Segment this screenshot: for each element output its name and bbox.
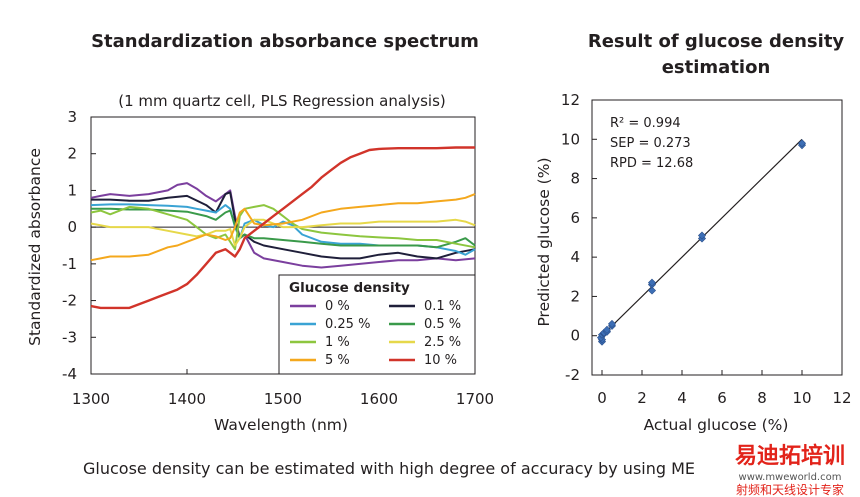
spectrum-series [90,146,476,310]
x-tick-label: 1500 [264,390,302,408]
data-point [607,319,617,328]
spectrum-ylabel: Standardized absorbance [26,148,44,346]
legend-label-7: 10 % [424,353,457,368]
spectrum-legend: Glucose density 0 % 0.1 % 0.25 % 0.5 % 1 % 2.… [278,274,476,375]
y-tick-label: -3 [62,328,77,346]
data-point [797,139,807,148]
series-line-6 [90,193,476,262]
legend-label-0: 0 % [325,299,350,314]
estimation-chart: Result of glucose density estimation Pre… [535,31,852,434]
x-tick-label: 8 [757,389,767,407]
spectrum-xlabel: Wavelength (nm) [214,416,348,434]
series-line-2 [90,203,476,256]
series-line-7 [90,146,475,310]
watermark-subtitle: 射频和天线设计专家 [736,482,844,497]
y-tick-label: -2 [62,292,77,310]
estimation-title-line-2: estimation [662,57,771,78]
y-tick-label: 2 [67,145,77,163]
estimation-points [596,139,807,346]
y-tick-label: 3 [67,108,77,126]
spectrum-y-ticks: 3 2 1 0 -1 -2 -3 -4 [62,108,96,383]
legend-label-1: 0.1 % [424,299,461,314]
y-tick-label: 0 [67,218,77,236]
x-tick-label: 1400 [168,390,206,408]
y-tick-label: 1 [67,181,77,199]
spectrum-chart: Standardization absorbance spectrum (1 m… [26,31,494,434]
watermark-url: www.mweworld.com [739,472,842,483]
y-tick-label: 8 [570,170,580,188]
estimation-y-ticks: 12 10 8 6 4 2 0 -2 [561,91,597,384]
legend-label-2: 0.25 % [325,317,370,332]
x-tick-label: 10 [792,389,811,407]
data-point [647,286,657,295]
legend-label-4: 1 % [325,335,350,350]
x-tick-label: 1600 [360,390,398,408]
watermark-backdrop [700,442,860,497]
legend-label-5: 2.5 % [424,335,461,350]
y-tick-label: 0 [570,327,580,345]
figure-caption: Glucose density can be estimated with hi… [83,459,695,478]
x-tick-label: 4 [677,389,687,407]
legend-label-3: 0.5 % [424,317,461,332]
stat-rpd: RPD = 12.68 [610,156,693,171]
series-line-1 [91,191,476,260]
data-point [602,325,612,334]
spectrum-subtitle: (1 mm quartz cell, PLS Regression analys… [118,92,446,110]
x-tick-label: 12 [832,389,851,407]
estimation-xlabel: Actual glucose (%) [644,416,789,434]
legend-label-6: 5 % [325,353,350,368]
stat-sep: SEP = 0.273 [610,136,691,151]
x-tick-label: 2 [637,389,647,407]
x-tick-label: 1700 [456,390,494,408]
estimation-ylabel: Predicted glucose (%) [535,157,553,326]
y-tick-label: 6 [570,209,580,227]
y-tick-label: -4 [62,365,77,383]
x-tick-label: 1300 [72,390,110,408]
estimation-title-line-1: Result of glucose density [588,31,845,52]
legend-items: 0 % 0.1 % 0.25 % 0.5 % 1 % 2.5 % 5 % 10 % [290,299,461,368]
y-tick-label: 12 [561,91,580,109]
y-tick-label: 10 [561,130,580,148]
watermark: 易迪拓培训 www.mweworld.com 射频和天线设计专家 [700,442,860,497]
y-tick-label: -2 [565,366,580,384]
spectrum-title: Standardization absorbance spectrum [91,31,479,52]
estimation-x-ticks: 0 2 4 6 8 10 12 [597,370,852,407]
x-tick-label: 0 [597,389,607,407]
stat-r2: R² = 0.994 [610,116,681,131]
y-tick-label: 2 [570,287,580,305]
legend-title: Glucose density [289,280,410,296]
data-point [647,278,657,287]
estimation-frame [591,99,843,376]
data-point [697,231,707,240]
y-tick-label: 4 [570,248,580,266]
series-line-3 [91,207,476,249]
spectrum-x-ticks: 1300 1400 1500 1600 1700 [72,369,494,408]
series-line-5 [90,218,476,247]
y-tick-label: -1 [62,255,77,273]
x-tick-label: 6 [717,389,727,407]
watermark-title: 易迪拓培训 [735,443,845,469]
